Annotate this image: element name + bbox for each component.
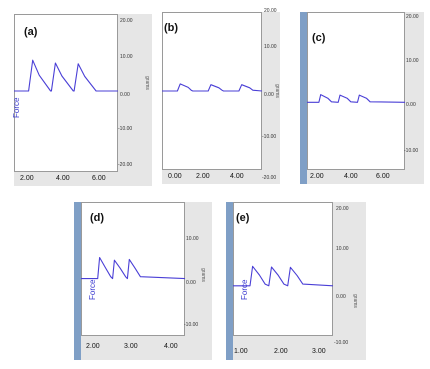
x-tick: 2.00 bbox=[86, 343, 100, 350]
x-axis-panel bbox=[307, 170, 405, 184]
y-axis-panel bbox=[185, 202, 212, 360]
panel-d: (d) Force grams 10.00 0.00 -10.00 2.00 3… bbox=[74, 202, 212, 360]
series-trace bbox=[233, 265, 334, 287]
left-margin bbox=[8, 14, 14, 186]
x-tick: 4.00 bbox=[164, 343, 178, 350]
series-line-0 bbox=[307, 94, 406, 103]
y-axis-panel bbox=[118, 14, 152, 186]
series-line-0 bbox=[233, 265, 334, 287]
x-axis-panel bbox=[14, 172, 118, 186]
series-line-0 bbox=[162, 83, 263, 92]
series-trace bbox=[81, 256, 186, 280]
left-margin bbox=[74, 202, 81, 360]
y-tick: 0.00 bbox=[186, 280, 196, 286]
x-axis-panel bbox=[81, 336, 185, 360]
panel-a: (a) Force grams 20.00 10.00 0.00 -10.00 … bbox=[8, 14, 152, 186]
y2-axis-label: grams bbox=[274, 84, 280, 98]
x-tick: 1.00 bbox=[234, 348, 248, 355]
x-tick: 2.00 bbox=[310, 173, 324, 180]
y-tick: -10.00 bbox=[334, 340, 349, 346]
y-tick: -10.00 bbox=[262, 134, 277, 140]
y-axis-label: Force bbox=[12, 97, 21, 118]
x-tick: 4.00 bbox=[344, 173, 358, 180]
y-tick: 0.00 bbox=[120, 92, 130, 98]
y-tick: -20.00 bbox=[262, 175, 277, 181]
y-axis-panel bbox=[405, 12, 424, 184]
y-tick: 10.00 bbox=[120, 54, 133, 60]
y-tick: 20.00 bbox=[264, 8, 277, 14]
panel-b: (b) grams 20.00 10.00 0.00 -10.00 -20.00… bbox=[160, 8, 280, 184]
x-tick: 2.00 bbox=[196, 173, 210, 180]
x-axis-panel bbox=[233, 336, 333, 360]
x-tick: 0.00 bbox=[168, 173, 182, 180]
series-line-0 bbox=[81, 256, 186, 280]
y-tick: 10.00 bbox=[336, 246, 349, 252]
plot-area bbox=[233, 202, 333, 336]
panel-label: (d) bbox=[90, 212, 105, 224]
y-tick: 0.00 bbox=[264, 92, 274, 98]
y-tick: 20.00 bbox=[120, 18, 133, 24]
y-tick: -20.00 bbox=[118, 162, 133, 168]
x-tick: 3.00 bbox=[312, 348, 326, 355]
plot-area bbox=[162, 12, 262, 170]
panel-label: (c) bbox=[312, 32, 326, 44]
plot-area bbox=[14, 14, 118, 172]
x-tick: 6.00 bbox=[92, 175, 106, 182]
y-tick: 0.00 bbox=[406, 102, 416, 108]
y-tick: -10.00 bbox=[118, 126, 133, 132]
left-margin bbox=[226, 202, 233, 360]
y-axis-label: Force bbox=[240, 279, 249, 300]
x-tick: 2.00 bbox=[274, 348, 288, 355]
y-axis-panel bbox=[262, 12, 280, 184]
panel-label: (e) bbox=[236, 212, 250, 224]
x-tick: 4.00 bbox=[230, 173, 244, 180]
plot-area bbox=[307, 12, 405, 170]
x-axis-panel bbox=[162, 170, 262, 184]
y-axis-label: Force bbox=[88, 279, 97, 300]
series-trace bbox=[14, 59, 118, 92]
y-tick: 20.00 bbox=[336, 206, 349, 212]
y-tick: -10.00 bbox=[404, 148, 419, 154]
series-trace bbox=[307, 94, 406, 103]
x-tick: 2.00 bbox=[20, 175, 34, 182]
y-tick: 10.00 bbox=[186, 236, 199, 242]
x-tick: 6.00 bbox=[376, 173, 390, 180]
y-tick: -10.00 bbox=[184, 322, 199, 328]
y-tick: 10.00 bbox=[264, 44, 277, 50]
y2-axis-label: grams bbox=[352, 294, 358, 308]
left-margin bbox=[300, 12, 307, 184]
y-tick: 10.00 bbox=[406, 58, 419, 64]
y2-axis-label: grams bbox=[144, 76, 150, 90]
x-tick: 4.00 bbox=[56, 175, 70, 182]
y-tick: 0.00 bbox=[336, 294, 346, 300]
y2-axis-label: grams bbox=[200, 268, 206, 282]
series-line-0 bbox=[14, 59, 118, 92]
panel-label: (b) bbox=[164, 22, 179, 34]
panel-label: (a) bbox=[24, 26, 38, 38]
series-trace bbox=[162, 83, 263, 92]
x-tick: 3.00 bbox=[124, 343, 138, 350]
y-axis-panel bbox=[333, 202, 366, 360]
panel-c: (c) 20.00 10.00 0.00 -10.00 2.00 4.00 6.… bbox=[300, 12, 424, 184]
left-margin bbox=[160, 12, 162, 184]
y-tick: 20.00 bbox=[406, 14, 419, 20]
panel-e: (e) Force grams 20.00 10.00 0.00 -10.00 … bbox=[226, 202, 366, 360]
